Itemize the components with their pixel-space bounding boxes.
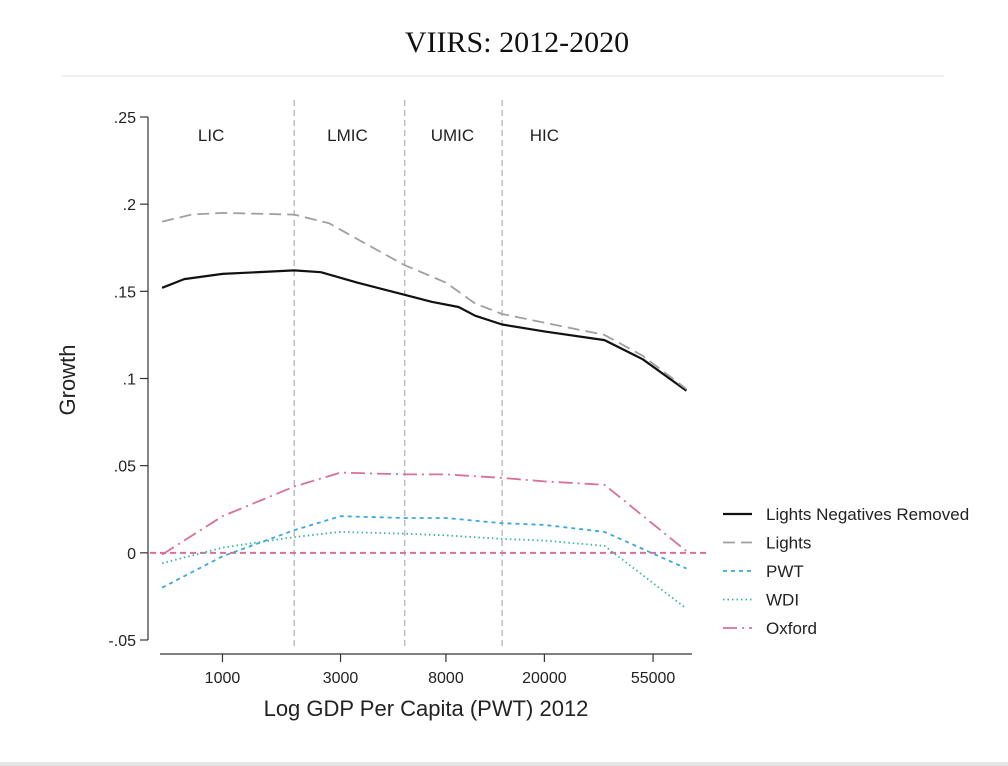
series-line <box>161 211 687 390</box>
region-label: HIC <box>530 126 559 145</box>
x-axis-label: Log GDP Per Capita (PWT) 2012 <box>264 696 589 721</box>
reference-lines <box>150 100 706 648</box>
x-tick-label: 55000 <box>631 670 676 687</box>
region-label: UMIC <box>431 126 474 145</box>
x-tick-label: 8000 <box>428 670 464 687</box>
x-tick-label: 1000 <box>205 670 241 687</box>
series-lines <box>161 211 688 610</box>
series-line <box>161 269 688 392</box>
legend-label: WDI <box>766 591 799 610</box>
chart-title: VIIRS: 2012-2020 <box>405 26 629 59</box>
region-label: LMIC <box>327 126 368 145</box>
legend: Lights Negatives Removed Lights PWT WDI Oxfo… <box>723 505 969 638</box>
y-tick-label: .2 <box>123 197 136 214</box>
bottom-scroll-strip <box>0 762 1008 766</box>
y-axis-label: Growth <box>55 345 80 416</box>
income-region-labels: LIC LMIC UMIC HIC <box>198 126 559 145</box>
y-axis: .25 .2 .15 .1 .05 0 -.05 <box>108 110 149 650</box>
legend-label: Lights Negatives Removed <box>766 505 969 524</box>
y-tick-label: .15 <box>114 284 136 301</box>
region-label: LIC <box>198 126 224 145</box>
x-tick-label: 20000 <box>522 670 567 687</box>
series-line <box>161 531 687 610</box>
series-line <box>161 471 687 556</box>
legend-label: Oxford <box>766 619 817 638</box>
series-line <box>161 515 687 589</box>
legend-label: Lights <box>766 534 811 553</box>
legend-label: PWT <box>766 562 804 581</box>
y-tick-label: .25 <box>114 110 136 127</box>
y-tick-label: 0 <box>127 546 136 563</box>
x-tick-label: 3000 <box>323 670 359 687</box>
y-tick-label: -.05 <box>108 633 136 650</box>
y-tick-label: .1 <box>123 372 136 389</box>
y-tick-label: .05 <box>114 459 136 476</box>
x-axis: 1000 3000 8000 20000 55000 <box>160 653 692 687</box>
